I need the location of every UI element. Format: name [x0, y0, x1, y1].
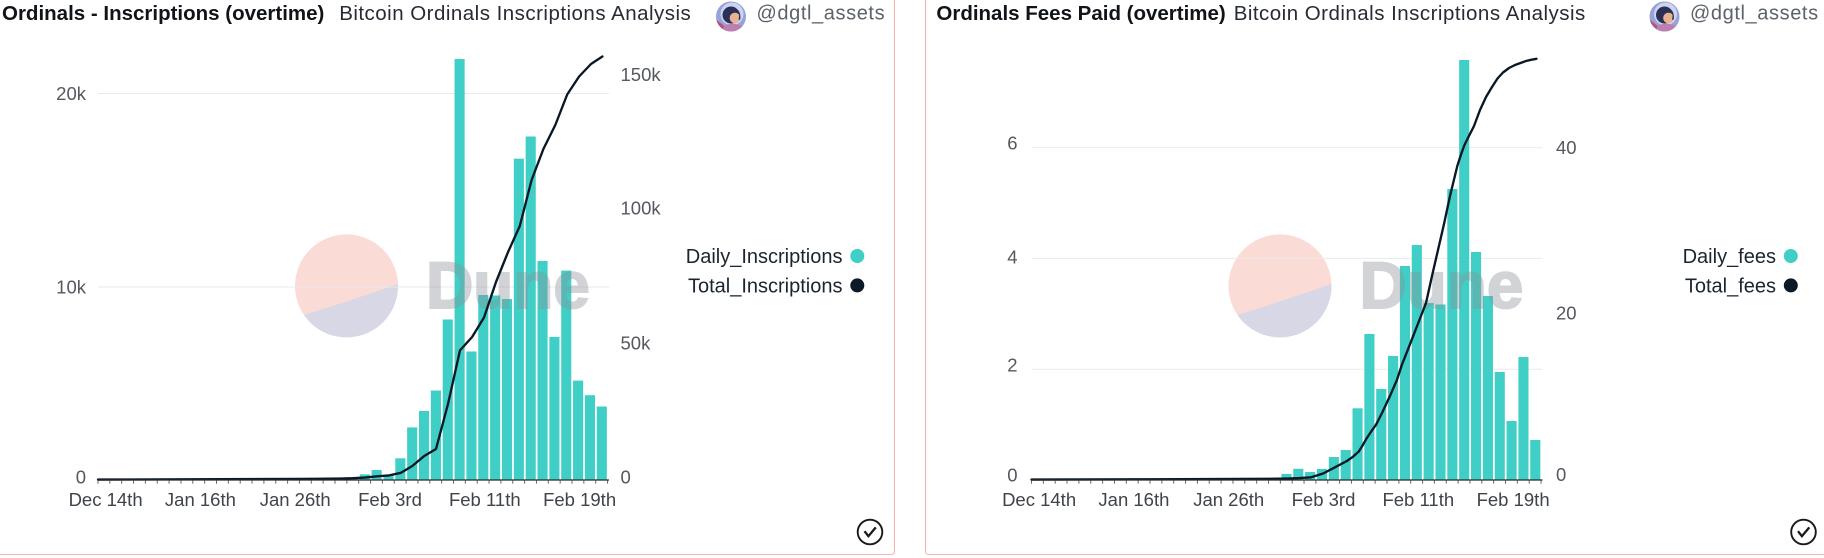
svg-text:Feb 3rd: Feb 3rd	[1292, 489, 1356, 510]
svg-text:Bitcoin Ordinals Inscriptions: Bitcoin Ordinals Inscriptions Analysis	[1234, 2, 1586, 25]
svg-text:Dune: Dune	[1360, 249, 1524, 322]
svg-text:Ordinals Fees Paid (overtime): Ordinals Fees Paid (overtime)	[936, 2, 1225, 25]
svg-text:Dec 14th: Dec 14th	[69, 489, 143, 510]
svg-text:Feb 19th: Feb 19th	[543, 489, 616, 510]
svg-text:40: 40	[1556, 137, 1577, 158]
svg-text:Feb 11th: Feb 11th	[1382, 489, 1454, 510]
svg-text:0: 0	[76, 467, 86, 488]
svg-text:Total_fees: Total_fees	[1685, 275, 1776, 297]
svg-text:0: 0	[621, 467, 631, 488]
svg-text:Ordinals - Inscriptions (overt: Ordinals - Inscriptions (overtime)	[2, 2, 324, 25]
svg-text:0: 0	[1556, 464, 1566, 485]
svg-text:Bitcoin Ordinals Inscriptions: Bitcoin Ordinals Inscriptions Analysis	[339, 2, 691, 25]
svg-text:Daily_Inscriptions: Daily_Inscriptions	[686, 246, 843, 268]
svg-text:Feb 3rd: Feb 3rd	[358, 489, 422, 510]
svg-text:Daily_fees: Daily_fees	[1683, 246, 1776, 268]
svg-text:20k: 20k	[56, 83, 87, 104]
svg-text:4: 4	[1007, 246, 1017, 267]
svg-text:150k: 150k	[621, 64, 662, 85]
svg-text:Jan 16th: Jan 16th	[165, 489, 236, 510]
svg-text:100k: 100k	[621, 198, 662, 219]
svg-text:Jan 26th: Jan 26th	[260, 489, 331, 510]
svg-text:0: 0	[1007, 465, 1017, 486]
svg-text:Jan 26th: Jan 26th	[1193, 489, 1264, 510]
svg-text:10k: 10k	[56, 277, 87, 298]
svg-text:Total_Inscriptions: Total_Inscriptions	[688, 275, 843, 297]
svg-text:@dgtl_assets: @dgtl_assets	[1690, 2, 1819, 24]
svg-text:Jan 16th: Jan 16th	[1098, 489, 1169, 510]
svg-text:6: 6	[1007, 133, 1017, 154]
svg-text:Feb 19th: Feb 19th	[1477, 489, 1550, 510]
svg-text:2: 2	[1007, 355, 1017, 376]
svg-text:20: 20	[1556, 303, 1577, 324]
svg-text:Dune: Dune	[426, 249, 590, 322]
svg-text:50k: 50k	[621, 333, 652, 354]
svg-text:Feb 11th: Feb 11th	[449, 489, 521, 510]
svg-text:@dgtl_assets: @dgtl_assets	[757, 2, 886, 24]
svg-text:Dec 14th: Dec 14th	[1002, 489, 1076, 510]
